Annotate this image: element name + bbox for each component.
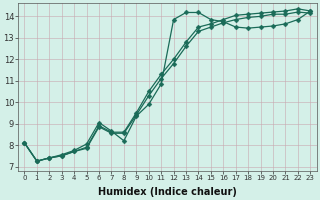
X-axis label: Humidex (Indice chaleur): Humidex (Indice chaleur) xyxy=(98,187,237,197)
